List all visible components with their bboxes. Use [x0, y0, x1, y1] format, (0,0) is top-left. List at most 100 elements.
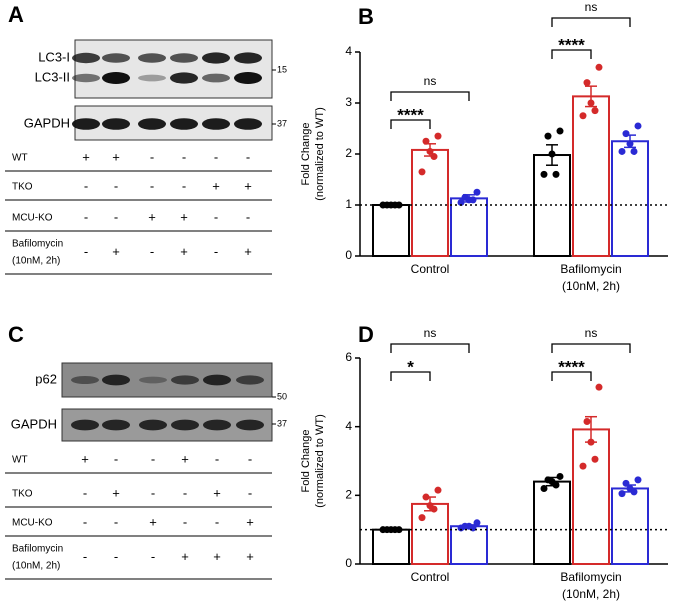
condition-sign: + [213, 485, 221, 500]
bar [372, 528, 410, 566]
data-point [552, 170, 560, 178]
y-label-line: Fold Change [300, 123, 312, 186]
condition-sign: - [114, 549, 118, 564]
condition-sign: - [151, 549, 155, 564]
condition-sign: - [151, 451, 155, 466]
data-point [618, 490, 626, 498]
x-tick-label: (10nM, 2h) [562, 587, 620, 601]
y-tick-label: 4 [345, 419, 352, 433]
band [170, 72, 198, 84]
data-point [473, 188, 481, 196]
condition-sign: - [84, 209, 88, 224]
condition-sign: - [183, 514, 187, 529]
bar [372, 204, 410, 257]
bar [572, 428, 610, 565]
data-point [540, 170, 548, 178]
condition-sign: + [112, 149, 120, 164]
band [138, 53, 166, 63]
panel-letter: B [358, 4, 374, 29]
mw-marker: 15 [277, 64, 287, 74]
condition-sign: + [180, 244, 188, 259]
condition-sign: - [182, 149, 186, 164]
y-tick-label: 0 [345, 248, 352, 262]
significance-label: **** [558, 357, 585, 376]
condition-sign: + [246, 549, 254, 564]
band [236, 375, 264, 385]
band-label: LC3-II [35, 69, 70, 84]
data-point [379, 526, 387, 534]
x-tick-label: Control [411, 262, 450, 276]
data-point [583, 79, 591, 87]
error-bar [546, 144, 558, 166]
data-point [591, 455, 599, 463]
panel-letter: A [8, 2, 24, 27]
condition-sign: - [248, 451, 252, 466]
error-bar [624, 484, 636, 493]
band-label: LC3-I [38, 49, 70, 64]
condition-label: TKO [12, 489, 33, 500]
error-bar [585, 415, 597, 443]
condition-sign: + [181, 549, 189, 564]
condition-sign: + [212, 178, 220, 193]
condition-label: MCU-KO [12, 213, 53, 224]
condition-sign: + [244, 178, 252, 193]
bar [411, 502, 449, 565]
data-point [630, 147, 638, 155]
data-point [634, 122, 642, 130]
band [203, 419, 231, 431]
error-bar [424, 143, 436, 157]
significance-bracket [551, 49, 592, 59]
error-bar [546, 476, 558, 487]
y-tick-label: 3 [345, 95, 352, 109]
mw-marker: 50 [277, 391, 287, 401]
condition-sign: - [182, 178, 186, 193]
significance-bracket [390, 343, 470, 353]
condition-sign: - [246, 209, 250, 224]
condition-label: (10nM, 2h) [12, 561, 60, 572]
condition-sign: - [215, 451, 219, 466]
band [72, 118, 100, 130]
condition-sign: - [183, 485, 187, 500]
condition-sign: - [150, 178, 154, 193]
data-point [379, 201, 387, 209]
condition-sign: + [148, 209, 156, 224]
y-tick-label: 1 [345, 197, 352, 211]
significance-bracket [390, 119, 431, 129]
band-label: GAPDH [24, 115, 70, 130]
band [72, 52, 100, 64]
band [170, 53, 198, 63]
condition-sign: + [244, 244, 252, 259]
condition-sign: - [114, 178, 118, 193]
band [236, 419, 264, 431]
data-point [457, 524, 465, 532]
condition-sign: + [180, 209, 188, 224]
y-tick-label: 4 [345, 44, 352, 58]
bar [611, 140, 649, 257]
data-point [622, 130, 630, 138]
condition-sign: + [149, 514, 157, 529]
band [202, 52, 230, 64]
band [171, 419, 199, 431]
bar [533, 480, 571, 566]
condition-sign: + [81, 451, 89, 466]
band [234, 118, 262, 130]
significance-label: ns [424, 74, 437, 88]
data-point [556, 472, 564, 480]
band [138, 74, 166, 82]
significance-bracket [551, 343, 631, 353]
x-tick-label: Bafilomycin [560, 262, 621, 276]
condition-sign: - [114, 514, 118, 529]
x-tick-label: Control [411, 570, 450, 584]
bar [450, 197, 488, 257]
x-tick-label: Bafilomycin [560, 570, 621, 584]
significance-label: ns [424, 326, 437, 340]
error-bar [463, 524, 475, 529]
band [102, 419, 130, 431]
condition-sign: - [246, 149, 250, 164]
y-label-line: Fold Change [300, 430, 312, 493]
condition-sign: - [83, 485, 87, 500]
significance-bracket [551, 371, 592, 381]
condition-sign: - [84, 244, 88, 259]
data-point [618, 147, 626, 155]
